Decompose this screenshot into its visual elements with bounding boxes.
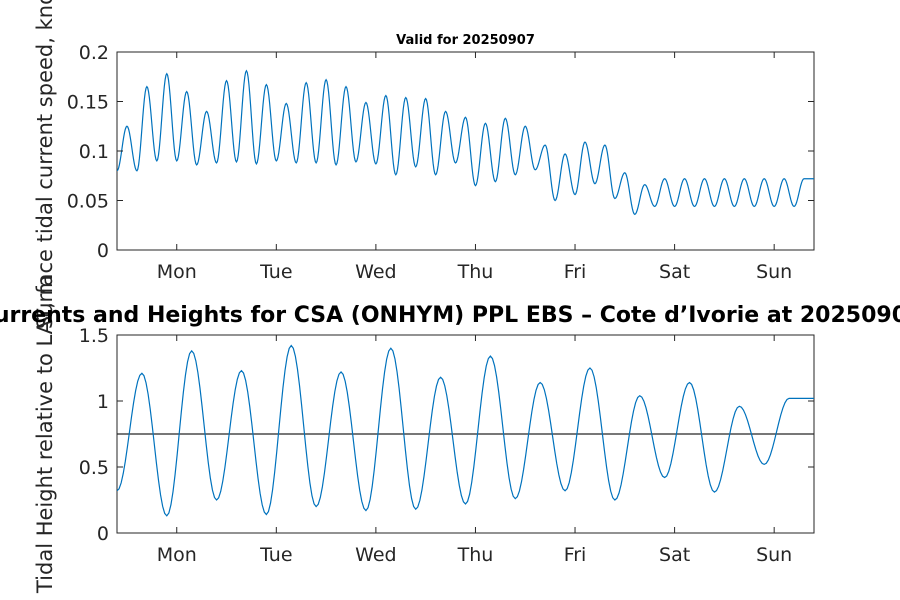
y-tick-label: 0.1 (79, 141, 109, 163)
y-tick-label: 0.15 (67, 92, 109, 114)
x-tick-label: Mon (157, 261, 197, 283)
x-tick-label: Tue (259, 544, 292, 566)
series-line-1 (117, 344, 814, 517)
x-tick-label: Fri (564, 544, 587, 566)
series-line-1 (117, 69, 814, 216)
y-tick-label: 0.2 (79, 42, 109, 64)
x-tick-label: Thu (457, 544, 494, 566)
main-title: Currents and Heights for CSA (ONHYM) PPL… (0, 303, 900, 328)
axes-title: Valid for 20250907 (396, 33, 535, 48)
x-tick-label: Sun (756, 261, 792, 283)
y-tick-label: 1 (97, 391, 109, 413)
axes-2: 0 0.5 1 1.5 Mon Tue Wed Thu Fri Sat Sun Tidal Heigh… (33, 275, 815, 594)
y-tick-label: 0.05 (67, 191, 109, 213)
y-tick-label: 0.5 (79, 457, 109, 479)
axes-box (116, 51, 815, 251)
x-tick-label: Wed (355, 544, 396, 566)
x-tick-label: Fri (564, 261, 587, 283)
x-tick-label: Mon (157, 544, 197, 566)
y-axis-label: Tidal Height relative to LAT, m (33, 275, 57, 594)
y-tick-label: 0 (97, 523, 109, 545)
y-tick-label: 0 (97, 240, 109, 262)
axes-1: 0 0.05 0.1 0.15 0.2 Mon Tue Wed Thu Fri Sat Sun Vali… (33, 0, 815, 329)
x-tick-label: Tue (259, 261, 292, 283)
y-tick-label: 1.5 (79, 325, 109, 347)
x-tick-label: Wed (355, 261, 396, 283)
y-axis-label: Surface tidal current speed, knots (33, 0, 57, 329)
x-tick-label: Thu (457, 261, 494, 283)
x-tick-label: Sat (659, 261, 690, 283)
x-tick-label: Sat (659, 544, 690, 566)
x-tick-label: Sun (756, 544, 792, 566)
